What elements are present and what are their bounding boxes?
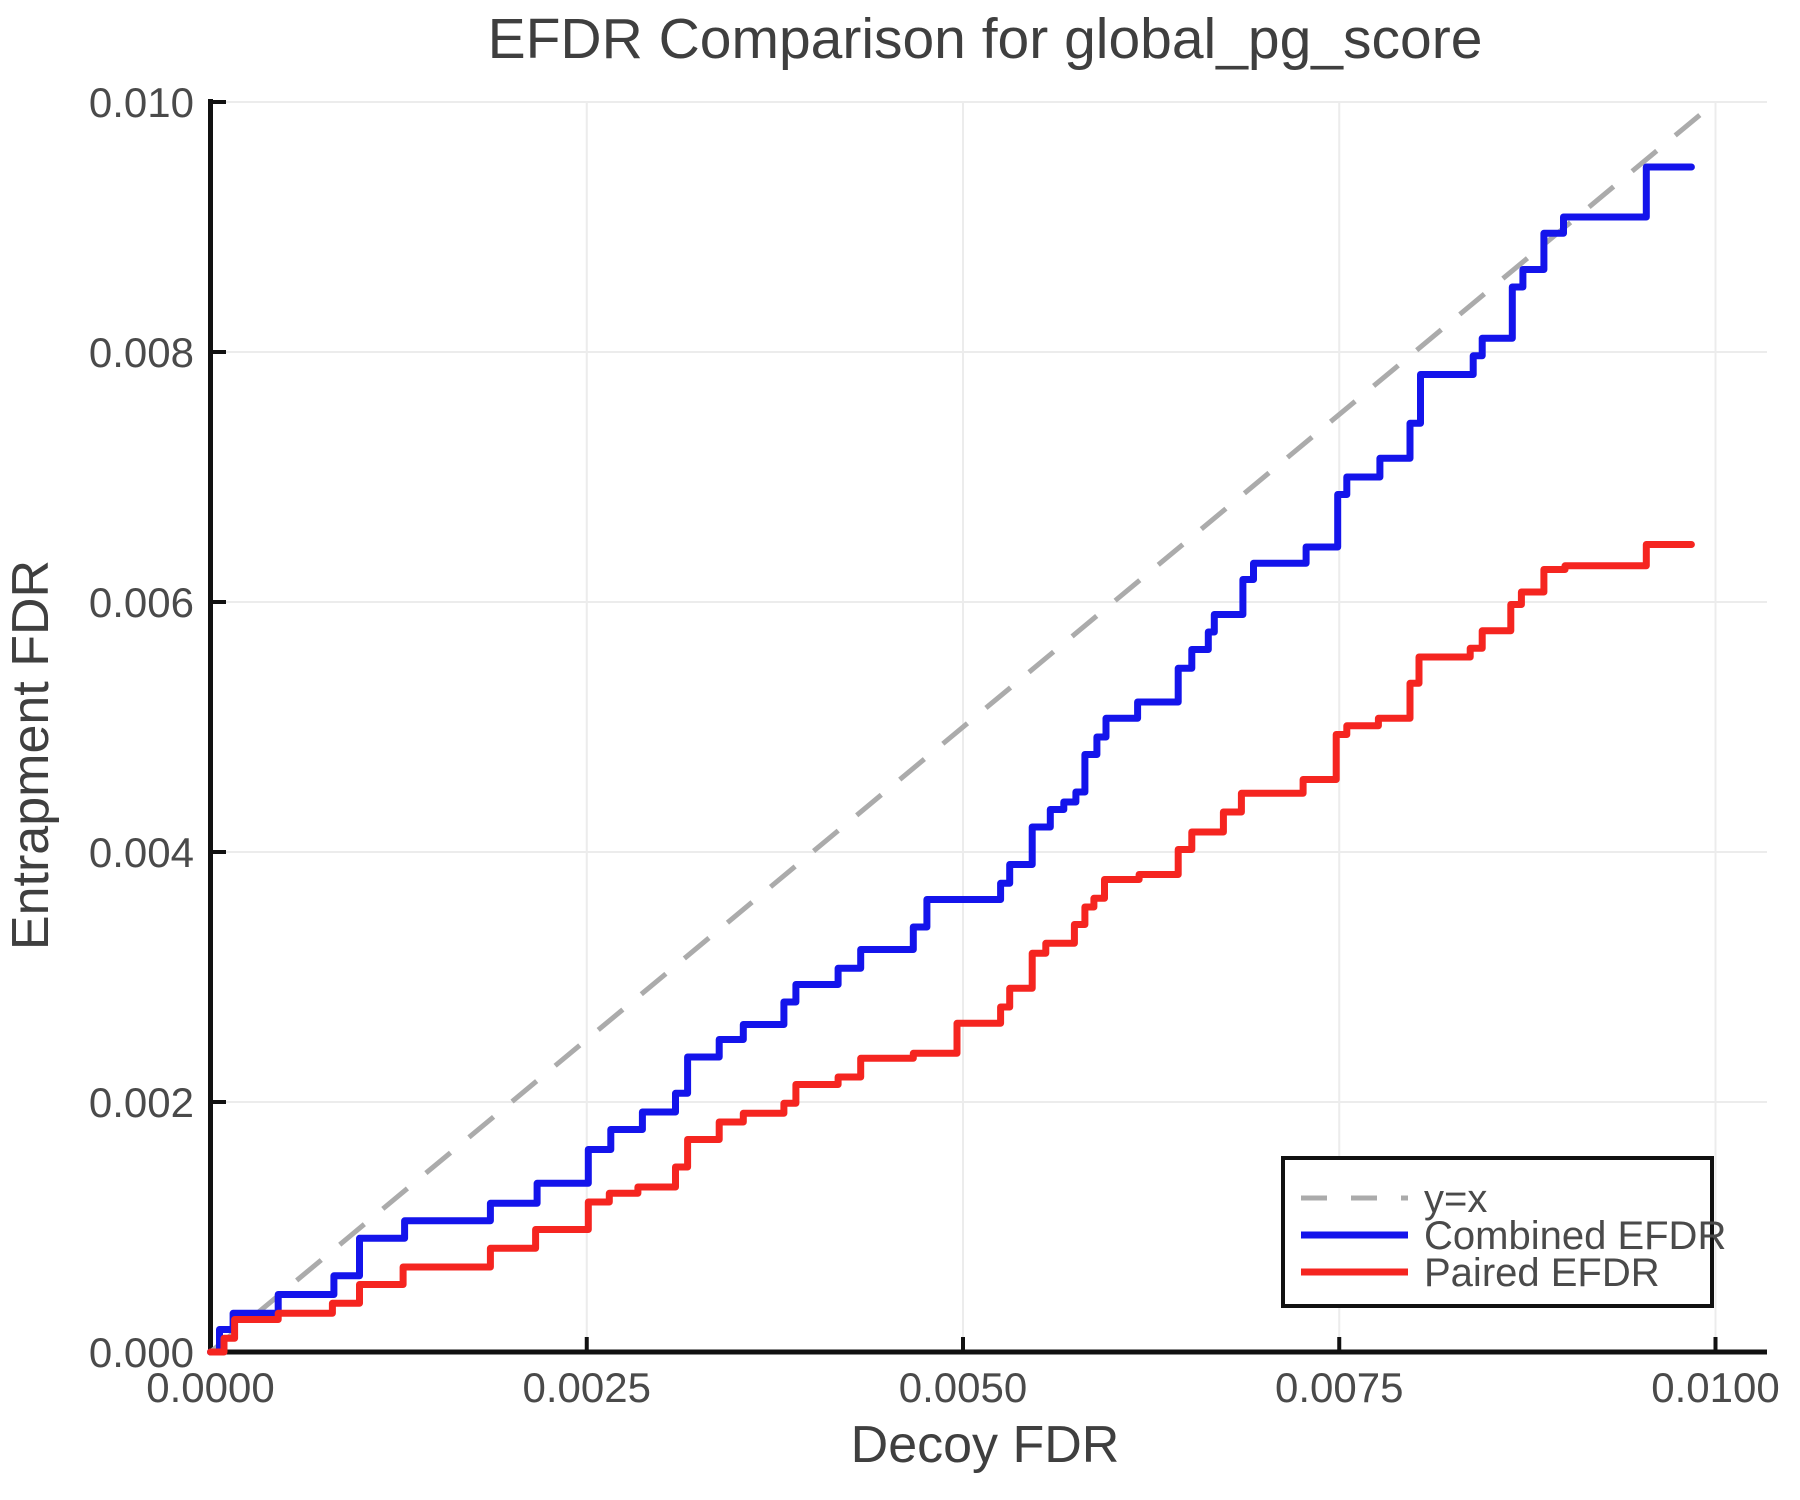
legend-label: Combined EFDR bbox=[1424, 1214, 1726, 1258]
axes bbox=[208, 99, 1767, 1355]
y-tick-label: 0.010 bbox=[89, 79, 194, 126]
y-equals-x-line bbox=[208, 100, 1718, 1354]
series-curves bbox=[207, 163, 1695, 1356]
legend-label: Paired EFDR bbox=[1424, 1251, 1660, 1295]
y-tick-label: 0.000 bbox=[89, 1329, 194, 1376]
x-tick-label: 0.0075 bbox=[1275, 1364, 1403, 1411]
legend-item: y=x bbox=[1301, 1177, 1487, 1221]
y-tick-labels: 0.000 0.002 0.004 0.006 0.008 0.010 bbox=[89, 79, 194, 1376]
series-curve-combined-efdr bbox=[207, 163, 1695, 1356]
y-axis-label: Entrapment FDR bbox=[2, 560, 60, 950]
legend-item: Combined EFDR bbox=[1301, 1214, 1726, 1258]
y-tick-label: 0.006 bbox=[89, 579, 194, 626]
chart-title: EFDR Comparison for global_pg_score bbox=[488, 7, 1483, 71]
x-tick-label: 0.0000 bbox=[146, 1364, 274, 1411]
x-tick-label: 0.0050 bbox=[899, 1364, 1027, 1411]
reference-line-y-equals-x bbox=[208, 100, 1718, 1354]
y-tick-label: 0.004 bbox=[89, 829, 194, 876]
x-tick-labels: 0.0000 0.0025 0.0050 0.0075 0.0100 bbox=[146, 1364, 1779, 1411]
y-tick-label: 0.002 bbox=[89, 1079, 194, 1126]
x-tick-label: 0.0100 bbox=[1651, 1364, 1779, 1411]
x-tick-label: 0.0025 bbox=[523, 1364, 651, 1411]
legend-item: Paired EFDR bbox=[1301, 1251, 1660, 1295]
x-axis-label: Decoy FDR bbox=[851, 1416, 1120, 1474]
y-tick-label: 0.008 bbox=[89, 329, 194, 376]
legend-label: y=x bbox=[1424, 1177, 1487, 1221]
grid-lines bbox=[210, 101, 1767, 1352]
series-curve-paired-efdr bbox=[207, 541, 1695, 1356]
